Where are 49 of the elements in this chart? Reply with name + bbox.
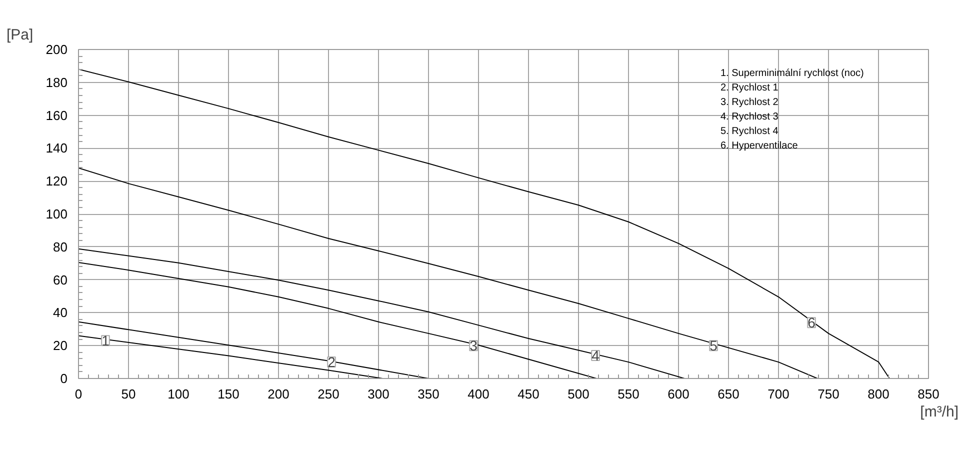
x-tick-label: 100 xyxy=(168,386,190,402)
x-tick-label: 250 xyxy=(318,386,340,402)
annotation: 4 xyxy=(592,347,600,364)
line-series xyxy=(78,68,890,378)
y-axis-title: [Pa] xyxy=(6,26,34,44)
y-tick-label: 140 xyxy=(46,140,68,156)
x-tick-label: 750 xyxy=(818,386,840,402)
line-series xyxy=(78,248,685,378)
annotation: 2 xyxy=(328,354,336,370)
annotation: 5. Rychlost 4 xyxy=(720,126,779,137)
x-tick-label: 500 xyxy=(568,386,590,402)
annotation: 1 xyxy=(102,332,110,349)
x-tick-label: 800 xyxy=(868,386,890,402)
annotation: 1. Superminimální rychlost (noc) xyxy=(720,68,864,79)
y-tick-label: 20 xyxy=(53,338,68,354)
y-tick-label: 200 xyxy=(46,42,68,57)
x-tick-label: 150 xyxy=(218,386,240,402)
x-axis-title: [m³/h] xyxy=(920,404,959,420)
y-tick-label: 80 xyxy=(53,239,68,254)
annotation: 2. Rychlost 1 xyxy=(720,82,779,94)
annotation: 5 xyxy=(710,338,718,354)
y-tick-label: 120 xyxy=(46,174,68,189)
line-series xyxy=(78,167,818,378)
x-tick-label: 0 xyxy=(74,386,82,402)
annotation: 6 xyxy=(808,314,816,331)
y-tick-label: 180 xyxy=(46,74,68,90)
x-tick-label: 600 xyxy=(668,386,690,402)
y-tick-label: 0 xyxy=(60,371,68,386)
x-tick-label: 400 xyxy=(468,386,490,402)
annotation: 3. Rychlost 2 xyxy=(720,97,779,108)
x-tick-label: 700 xyxy=(768,386,790,402)
annotation: 3 xyxy=(470,338,478,354)
x-tick-label: 550 xyxy=(618,386,640,402)
x-tick-label: 300 xyxy=(368,386,390,402)
x-tick-label: 50 xyxy=(121,386,136,402)
y-tick-label: 60 xyxy=(53,272,68,288)
x-tick-label: 450 xyxy=(518,386,540,402)
x-tick-label: 850 xyxy=(918,386,940,402)
line-series xyxy=(78,262,597,378)
annotation: 6. Hyperventilace xyxy=(720,140,798,152)
y-tick-label: 160 xyxy=(46,108,68,123)
x-tick-label: 200 xyxy=(268,386,290,402)
line-series xyxy=(78,335,383,378)
y-tick-label: 40 xyxy=(53,305,68,320)
line-series xyxy=(78,321,429,378)
y-tick-label: 100 xyxy=(46,206,68,222)
x-tick-label: 350 xyxy=(418,386,440,402)
x-tick-label: 650 xyxy=(718,386,740,402)
annotation: 4. Rychlost 3 xyxy=(720,112,779,122)
